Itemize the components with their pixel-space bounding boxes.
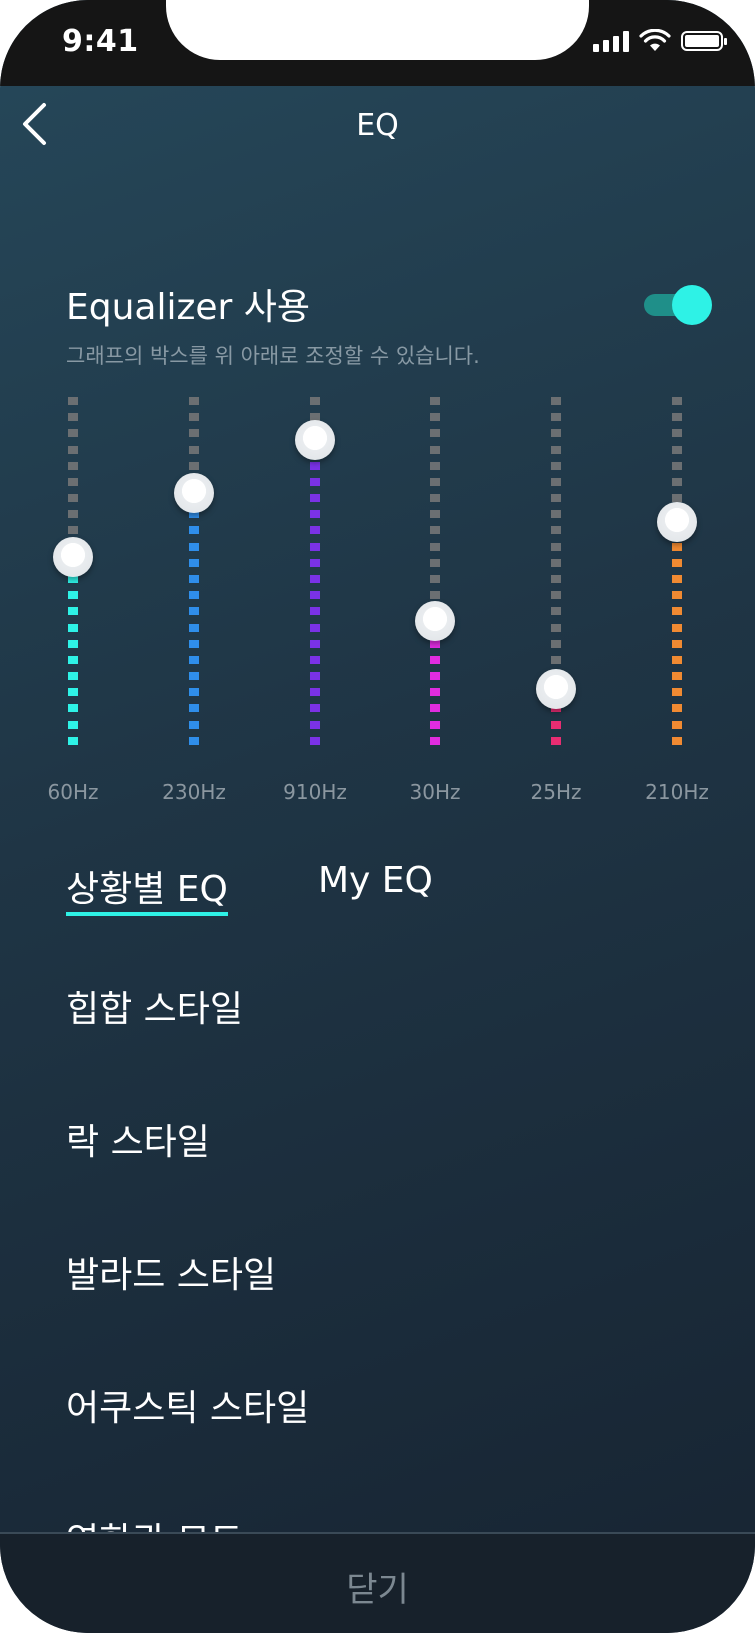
eq-band-30hz[interactable]: 30Hz <box>405 390 465 810</box>
eq-band-910hz[interactable]: 910Hz <box>283 390 347 810</box>
battery-icon <box>681 31 727 51</box>
equalizer-toggle[interactable] <box>642 285 712 325</box>
equalizer-label: Equalizer 사용 <box>66 287 311 328</box>
eq-band-knob[interactable] <box>536 668 576 709</box>
eq-band-frequency-label: 25Hz <box>530 780 582 804</box>
close-button[interactable]: 닫기 <box>346 1570 409 1610</box>
status-time: 9:41 <box>62 24 139 59</box>
page-title: EQ <box>356 108 399 143</box>
preset-item-ballad[interactable]: 발라드 스타일 <box>66 1255 277 1296</box>
equalizer-hint: 그래프의 박스를 위 아래로 조정할 수 있습니다. <box>66 344 480 368</box>
eq-band-knob[interactable] <box>174 473 214 514</box>
eq-band-230hz[interactable]: 230Hz <box>162 390 226 810</box>
back-button[interactable] <box>14 100 54 148</box>
preset-item-rock[interactable]: 락 스타일 <box>66 1122 210 1163</box>
eq-band-bar <box>189 397 199 753</box>
preset-item-cinema[interactable]: 영화관 모드 <box>66 1512 243 1532</box>
eq-band-frequency-label: 230Hz <box>162 780 226 804</box>
preset-list: 힙합 스타일 락 스타일 발라드 스타일 어쿠스틱 스타일 영화관 모드 <box>0 940 755 1532</box>
eq-band-knob[interactable] <box>657 501 697 542</box>
eq-band-bar <box>430 397 440 753</box>
eq-band-frequency-label: 210Hz <box>645 780 709 804</box>
equalizer-graph: 60Hz 230Hz 910Hz 30Hz 25Hz 210Hz <box>0 390 755 810</box>
eq-band-knob[interactable] <box>415 601 455 642</box>
preset-item-acoustic[interactable]: 어쿠스틱 스타일 <box>66 1388 310 1429</box>
chevron-left-icon <box>23 103 46 145</box>
status-icons <box>593 28 727 54</box>
tab-situational-eq[interactable]: 상황별 EQ <box>66 860 228 916</box>
eq-band-25hz[interactable]: 25Hz <box>526 390 586 810</box>
eq-band-frequency-label: 60Hz <box>47 780 99 804</box>
eq-band-210hz[interactable]: 210Hz <box>645 390 709 810</box>
tab-my-eq[interactable]: My EQ <box>318 860 433 901</box>
eq-band-knob[interactable] <box>295 419 335 460</box>
preset-item-hiphop[interactable]: 힙합 스타일 <box>66 989 244 1030</box>
eq-band-frequency-label: 910Hz <box>283 780 347 804</box>
toggle-knob <box>672 285 712 325</box>
cellular-signal-icon <box>593 30 629 52</box>
bottom-bar <box>0 1532 755 1633</box>
eq-band-frequency-label: 30Hz <box>409 780 461 804</box>
wifi-icon <box>639 29 671 51</box>
eq-band-60hz[interactable]: 60Hz <box>43 390 103 810</box>
notch <box>166 0 589 60</box>
eq-band-knob[interactable] <box>53 537 93 578</box>
status-bar: 9:41 <box>0 0 755 86</box>
eq-band-bar <box>672 397 682 753</box>
